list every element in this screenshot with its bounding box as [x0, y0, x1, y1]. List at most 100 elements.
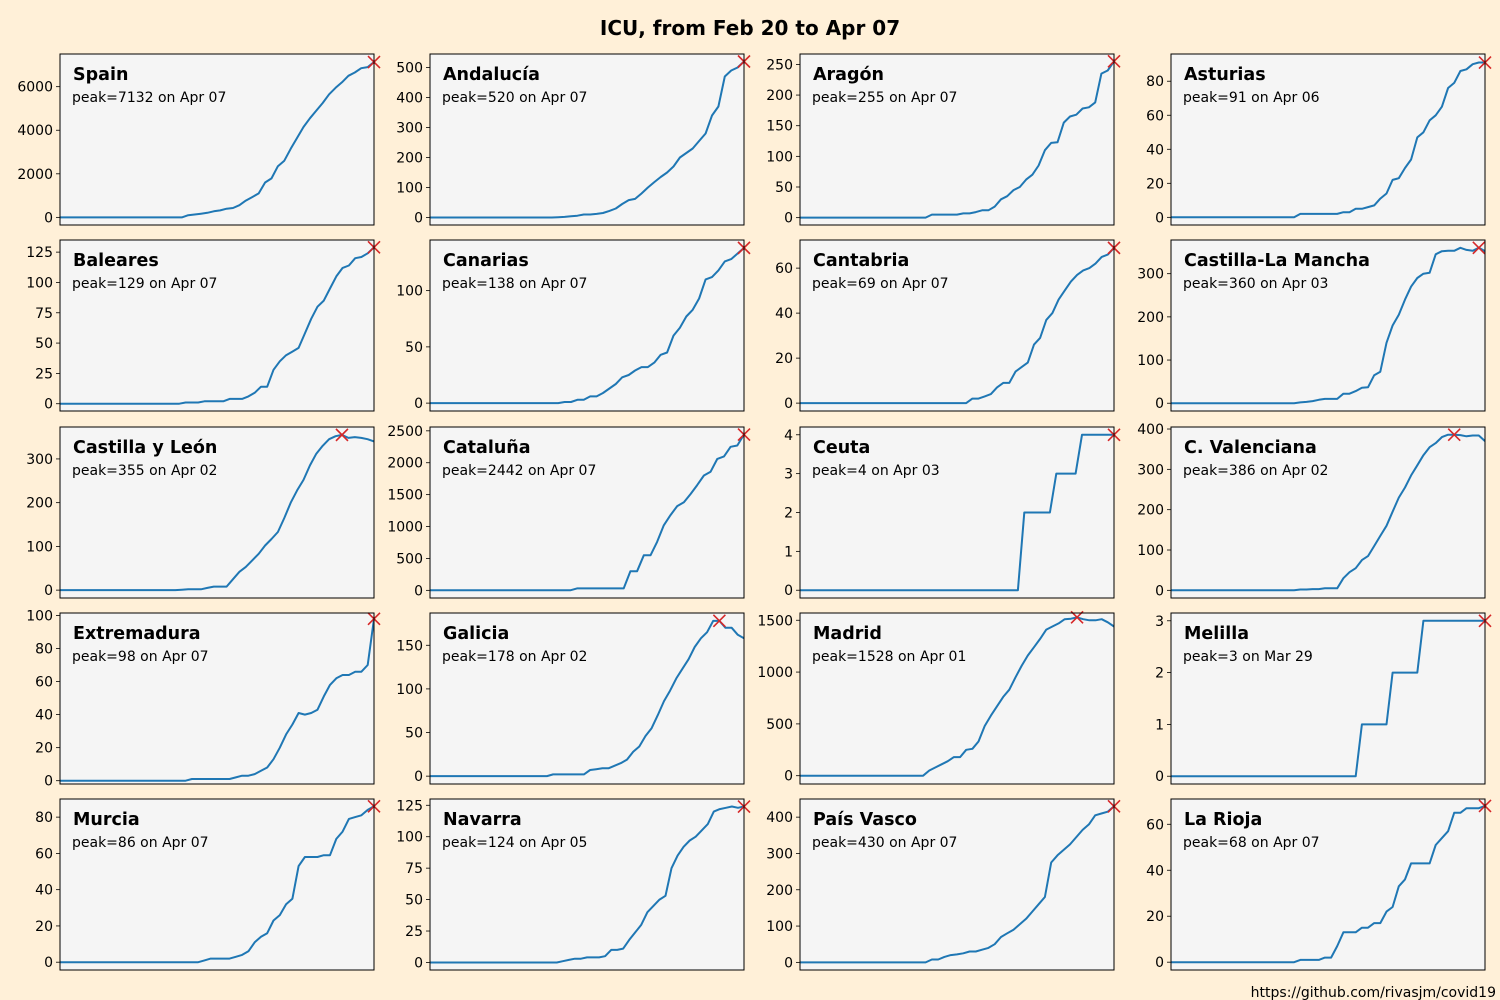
y-tick-label: 50: [405, 340, 423, 356]
axes-frame: [1170, 798, 1486, 971]
y-tick-label: 500: [766, 717, 793, 733]
series-line: [60, 618, 374, 782]
panel-extremadura: 0 20 40 60 80 100 Extremadura peak=98 on Apr 07: [26, 608, 381, 790]
panel-castilla-y-le-n: 0 100 200 300 Castilla y León peak=355 on Apr…: [26, 426, 375, 599]
y-tick-label: 100: [396, 830, 423, 846]
y-tick-label: 20: [35, 741, 53, 757]
y-tick-label: 60: [35, 846, 53, 862]
axes-background: [1171, 427, 1485, 598]
y-tick-label: 200: [26, 496, 53, 512]
peak-label: peak=98 on Apr 07: [72, 649, 209, 665]
axes-frame: [429, 798, 745, 971]
y-tick-label: 0: [1155, 769, 1164, 785]
axes-frame: [799, 798, 1115, 971]
axes-frame: [429, 239, 745, 412]
y-tick-label: 400: [396, 91, 423, 107]
region-title: Castilla-La Mancha: [1184, 251, 1370, 271]
y-tick-label: 1500: [387, 488, 423, 504]
y-tick-label: 80: [1146, 74, 1164, 90]
peak-marker: [335, 428, 349, 442]
panel-cantabria: 0 20 40 60 Cantabria peak=69 on Apr 07: [775, 239, 1121, 412]
panel-pa-s-vasco: 0 100 200 300 400 País Vasco peak=430 on Apr 0…: [766, 798, 1121, 971]
y-tick-label: 300: [1137, 267, 1164, 283]
axes-frame: [59, 426, 375, 599]
y-tick-label: 25: [405, 924, 423, 940]
y-tick-label: 20: [775, 351, 793, 367]
axes-background: [800, 613, 1114, 784]
panel-andaluc-a: 0 100 200 300 400 500 Andalucía peak=520 on Apr…: [396, 53, 751, 227]
series-line: [800, 805, 1114, 964]
region-title: La Rioja: [1184, 810, 1262, 830]
axes-background: [1171, 240, 1485, 411]
axes-frame: [799, 426, 1115, 599]
y-tick-label: 50: [405, 893, 423, 909]
axes-background: [1171, 54, 1485, 225]
y-tick-label: 40: [775, 306, 793, 322]
y-tick-label: 40: [1146, 863, 1164, 879]
y-tick-label: 0: [44, 210, 53, 226]
peak-label: peak=355 on Apr 02: [72, 463, 217, 479]
y-tick-label: 300: [396, 121, 423, 137]
y-tick-label: 500: [396, 551, 423, 567]
credit-link[interactable]: https://github.com/rivasjm/covid19: [1251, 985, 1496, 1000]
series-line: [1171, 804, 1485, 964]
panel-spain: 0 2000 4000 6000 Spain peak=7132 on Apr 07: [17, 53, 381, 226]
y-tick-label: 300: [26, 452, 53, 468]
peak-label: peak=91 on Apr 06: [1183, 90, 1320, 106]
axes-background: [430, 427, 744, 598]
y-tick-label: 125: [396, 798, 423, 814]
series-line: [800, 247, 1114, 405]
y-tick-label: 80: [35, 810, 53, 826]
y-tick-label: 1000: [387, 520, 423, 536]
y-tick-label: 300: [1137, 462, 1164, 478]
y-tick-label: 1000: [757, 665, 793, 681]
region-title: Baleares: [73, 251, 159, 271]
axes-frame: [1170, 239, 1486, 412]
series-line: [1171, 61, 1485, 219]
peak-label: peak=3 on Mar 29: [1183, 649, 1313, 665]
y-tick-label: 0: [784, 211, 793, 227]
peak-label: peak=7132 on Apr 07: [72, 90, 226, 106]
peak-marker: [1447, 428, 1461, 442]
series-line: [800, 433, 1114, 592]
axes-background: [430, 799, 744, 970]
y-tick-label: 2000: [387, 456, 423, 472]
y-tick-label: 0: [44, 955, 53, 971]
y-tick-label: 2500: [387, 424, 423, 440]
peak-label: peak=2442 on Apr 07: [442, 463, 596, 479]
series-line: [1171, 433, 1485, 592]
y-tick-label: 100: [26, 608, 53, 624]
y-tick-label: 125: [26, 245, 53, 261]
y-tick-label: 100: [26, 539, 53, 555]
y-tick-label: 1: [784, 544, 793, 560]
y-tick-label: 4000: [17, 123, 53, 139]
y-tick-label: 20: [35, 919, 53, 935]
y-tick-label: 60: [1146, 108, 1164, 124]
y-tick-label: 400: [1137, 422, 1164, 438]
y-tick-label: 0: [784, 769, 793, 785]
axes-frame: [429, 53, 745, 226]
region-title: C. Valenciana: [1184, 438, 1317, 458]
axes-frame: [59, 798, 375, 971]
y-tick-label: 100: [396, 181, 423, 197]
region-title: Galicia: [443, 624, 509, 644]
panel-catalu-a: 0 500 1000 1500 2000 2500 Cataluña peak=2442 on…: [387, 424, 751, 599]
axes-background: [800, 54, 1114, 225]
y-tick-label: 0: [414, 955, 423, 971]
peak-label: peak=69 on Apr 07: [812, 276, 949, 292]
axes-frame: [1170, 612, 1486, 785]
y-tick-label: 80: [35, 642, 53, 658]
region-title: País Vasco: [813, 810, 917, 830]
panel-murcia: 0 20 40 60 80 Murcia peak=86 on Apr 07: [35, 798, 381, 971]
axes-background: [60, 54, 374, 225]
axes-background: [430, 613, 744, 784]
axes-frame: [799, 239, 1115, 412]
axes-frame: [1170, 426, 1486, 599]
y-tick-label: 3: [1155, 614, 1164, 630]
peak-label: peak=1528 on Apr 01: [812, 649, 966, 665]
y-tick-label: 0: [414, 583, 423, 599]
y-tick-label: 0: [1155, 583, 1164, 599]
y-tick-label: 40: [35, 883, 53, 899]
series-line: [430, 247, 744, 405]
